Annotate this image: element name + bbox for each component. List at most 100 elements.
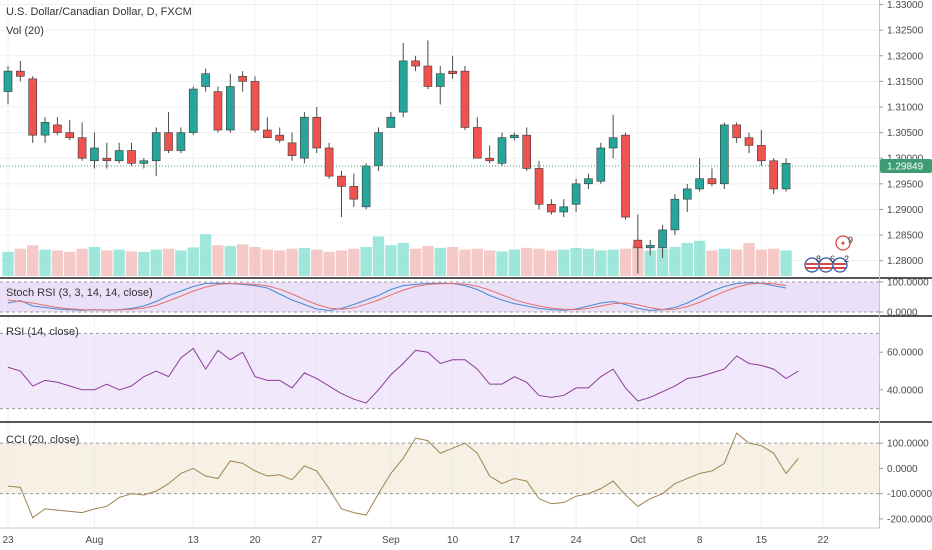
stoch-d-line bbox=[7, 282, 787, 311]
rsi-label: RSI (14, close) bbox=[6, 326, 79, 338]
volume-bar bbox=[274, 250, 286, 276]
candle-body bbox=[213, 91, 223, 131]
volume-bar bbox=[558, 249, 570, 276]
volume-bar bbox=[372, 236, 385, 276]
us-flag-badge[interactable]: 2 bbox=[832, 254, 849, 273]
volume-bar bbox=[323, 251, 335, 276]
indicator-tick-label: -200.0000 bbox=[887, 514, 932, 525]
price-tick-label: 1.31500 bbox=[887, 77, 924, 88]
volume-bar bbox=[2, 251, 14, 276]
candle-body bbox=[485, 157, 494, 162]
candle-body bbox=[633, 239, 643, 249]
rsi-pane[interactable] bbox=[0, 332, 879, 410]
price-tick-label: 1.30500 bbox=[887, 128, 924, 139]
volume-bar bbox=[471, 248, 483, 276]
candle-body bbox=[349, 186, 359, 200]
volume-bar bbox=[14, 248, 27, 276]
price-tick-label: 1.31000 bbox=[887, 102, 924, 113]
rsi-line bbox=[7, 347, 799, 404]
volume-bar bbox=[483, 250, 496, 276]
cci-line bbox=[7, 432, 799, 519]
indicator-tick-label: 100.0000 bbox=[887, 439, 929, 450]
candle-body bbox=[139, 160, 149, 164]
volume-bar bbox=[718, 248, 730, 276]
candle-body bbox=[460, 70, 470, 128]
indicator-tick-label: 60.0000 bbox=[887, 348, 924, 359]
volume-bar bbox=[397, 243, 409, 276]
candle-body bbox=[238, 75, 247, 82]
candle-body bbox=[65, 132, 75, 139]
time-tick-label: Oct bbox=[630, 535, 646, 546]
volume-bar bbox=[298, 247, 311, 276]
volume-bar bbox=[768, 248, 780, 276]
volume-bar bbox=[743, 243, 755, 276]
stoch-rsi-label: Stoch RSI (3, 3, 14, 14, close) bbox=[6, 287, 153, 299]
badge-count: 8 bbox=[816, 254, 821, 264]
volume-bar bbox=[570, 247, 582, 276]
candle-body bbox=[621, 134, 630, 218]
cci-pane[interactable] bbox=[0, 432, 879, 519]
indicator-band-fill bbox=[0, 333, 879, 409]
us-flag-badge[interactable]: 6 bbox=[818, 254, 835, 273]
volume-bar bbox=[101, 250, 113, 276]
candle-body bbox=[534, 168, 544, 205]
time-tick-label: 22 bbox=[818, 535, 830, 546]
candle-body bbox=[300, 116, 309, 159]
volume-bar bbox=[521, 247, 533, 276]
volume-bar bbox=[644, 250, 656, 276]
candle-body bbox=[584, 178, 593, 185]
volume-bar bbox=[496, 251, 508, 276]
volume-bar bbox=[422, 246, 434, 276]
candle-body bbox=[757, 145, 766, 162]
time-tick-label: 24 bbox=[571, 535, 583, 546]
stoch-rsi-pane[interactable] bbox=[0, 281, 879, 313]
time-axis[interactable]: 23 Aug 13 20 27 Sep 10 17 24 Oct 8 15 22 bbox=[2, 535, 829, 546]
candle-body bbox=[744, 137, 754, 146]
volume-label: Vol (20) bbox=[6, 25, 44, 37]
maple-leaf-icon: ✦ bbox=[840, 239, 847, 248]
candle-body bbox=[374, 132, 383, 167]
indicator-band-fill bbox=[0, 282, 879, 312]
candle-body bbox=[16, 70, 25, 77]
volume-bar bbox=[656, 248, 669, 276]
candle-body bbox=[472, 127, 482, 159]
candlestick-series[interactable] bbox=[3, 40, 791, 274]
volume-bar bbox=[459, 249, 471, 276]
cci-axis[interactable]: 100.0000 0.0000 -100.0000 -200.0000 bbox=[879, 439, 932, 526]
candle-body bbox=[719, 124, 729, 185]
candle-body bbox=[781, 163, 791, 190]
volume-bar bbox=[730, 249, 743, 276]
candle-body bbox=[670, 198, 680, 231]
candle-body bbox=[250, 81, 260, 131]
price-tick-label: 1.32500 bbox=[887, 26, 924, 37]
badge-count: 9 bbox=[848, 235, 853, 245]
candle-body bbox=[324, 147, 334, 177]
time-tick-label: 23 bbox=[2, 535, 14, 546]
candle-body bbox=[435, 73, 445, 87]
candle-body bbox=[53, 124, 62, 133]
volume-bar bbox=[693, 240, 706, 276]
candle-body bbox=[386, 116, 396, 128]
volume-bar bbox=[162, 248, 175, 276]
canada-flag-badge[interactable]: ✦ 9 bbox=[835, 235, 853, 251]
volume-bar bbox=[681, 243, 693, 276]
stoch-axis[interactable]: 100.0000 0.0000 bbox=[879, 278, 929, 319]
volume-bar bbox=[706, 250, 718, 276]
candle-body bbox=[411, 60, 420, 67]
event-badges[interactable]: ✦ 9 8 6 2 bbox=[804, 235, 853, 273]
rsi-axis[interactable]: 60.0000 40.0000 bbox=[879, 348, 924, 397]
volume-bar bbox=[545, 250, 558, 276]
pane-separators[interactable] bbox=[0, 0, 932, 529]
candle-body bbox=[226, 86, 235, 131]
time-tick-label: Aug bbox=[86, 535, 104, 546]
volume-bar bbox=[51, 250, 64, 276]
price-tick-label: 1.33000 bbox=[887, 0, 924, 11]
cci-label: CCI (20, close) bbox=[6, 434, 79, 446]
volume-bar bbox=[138, 251, 150, 276]
volume-bar bbox=[780, 250, 792, 276]
volume-bar bbox=[755, 249, 768, 276]
volume-bar bbox=[446, 246, 459, 276]
volume-bar bbox=[199, 234, 212, 276]
indicator-tick-label: 0.0000 bbox=[887, 308, 918, 319]
